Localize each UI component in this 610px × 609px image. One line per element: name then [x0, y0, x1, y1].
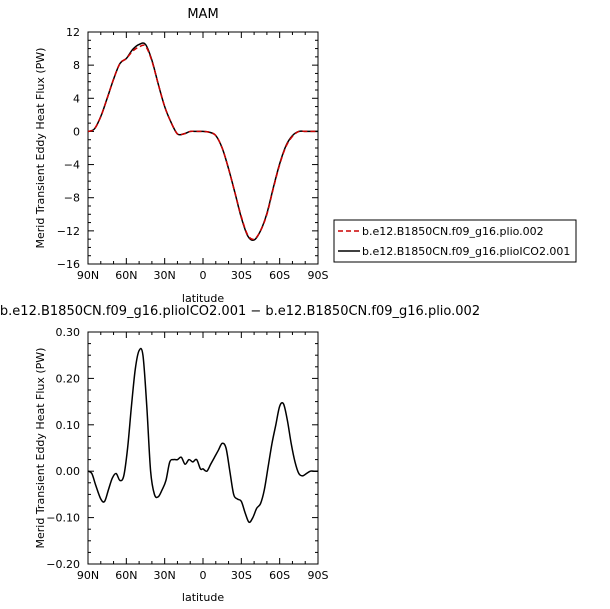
legend: b.e12.B1850CN.f09_g16.plio.002 b.e12.B185… [333, 219, 577, 263]
y-tick-label: −4 [64, 159, 80, 172]
y-tick-label: 0.10 [56, 419, 81, 432]
x-tick-label: 30S [231, 569, 252, 582]
series-line-2 [87, 42, 318, 241]
chart-panel-1: MAM −16 −12 −8 −4 0 4 8 12 90N 60N 30N 0 30S 60S 90S lat… [34, 7, 577, 305]
y-tick-label: 0.00 [56, 465, 81, 478]
y-tick-label: 0.20 [56, 372, 81, 385]
y-tick-label: 0.30 [56, 326, 81, 339]
x-tick-label: 0 [200, 269, 207, 282]
plot-frame [87, 331, 319, 565]
plot-frame [87, 31, 319, 265]
y-tick-label: −12 [57, 225, 80, 238]
y-axis-label: Merid Transient Eddy Heat Flux (PW) [34, 348, 47, 549]
y-tick-label: 12 [66, 26, 80, 39]
legend-label-2: b.e12.B1850CN.f09_g16.plioICO2.001 [362, 245, 570, 258]
legend-label-1: b.e12.B1850CN.f09_g16.plio.002 [362, 225, 544, 238]
x-tick-label: 60N [115, 269, 137, 282]
series-line-1 [87, 44, 318, 241]
x-tick-label: 90S [308, 269, 329, 282]
x-tick-label: 30S [231, 269, 252, 282]
series-line-1 [87, 347, 318, 524]
x-tick-label: 0 [200, 569, 207, 582]
chart-title: MAM [187, 7, 218, 22]
x-tick-label: 90N [77, 569, 99, 582]
x-tick-label: 60N [115, 569, 137, 582]
y-tick-label: 0 [73, 125, 80, 138]
chart-title: b.e12.B1850CN.f09_g16.plioICO2.001 − b.e… [0, 304, 480, 319]
y-tick-label: −0.10 [46, 512, 80, 525]
x-tick-label: 90S [308, 569, 329, 582]
x-tick-label: 90N [77, 269, 99, 282]
y-tick-label: −16 [57, 258, 80, 271]
chart-panel-2: b.e12.B1850CN.f09_g16.plioICO2.001 − b.e… [0, 304, 480, 604]
x-tick-label: 30N [154, 269, 176, 282]
x-axis-label: latitude [182, 591, 224, 604]
x-tick-label: 60S [269, 269, 290, 282]
y-tick-label: 8 [73, 59, 80, 72]
y-axis-label: Merid Transient Eddy Heat Flux (PW) [34, 48, 47, 249]
legend-box [333, 219, 577, 263]
x-tick-label: 60S [269, 569, 290, 582]
y-tick-label: −0.20 [46, 558, 80, 571]
x-axis-label: latitude [182, 292, 224, 305]
x-tick-label: 30N [154, 569, 176, 582]
y-tick-label: 4 [73, 92, 80, 105]
y-tick-label: −8 [64, 192, 80, 205]
